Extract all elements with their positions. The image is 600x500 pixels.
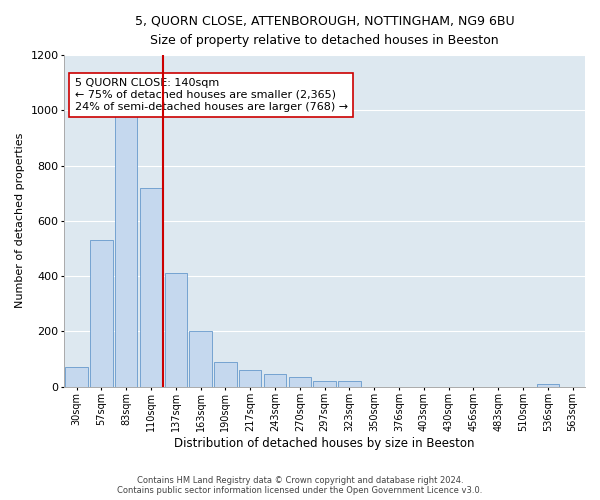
Bar: [338, 381, 361, 386]
Bar: [115, 110, 137, 386]
Bar: [90, 240, 113, 386]
Bar: [190, 332, 212, 386]
Title: 5, QUORN CLOSE, ATTENBOROUGH, NOTTINGHAM, NG9 6BU
Size of property relative to d: 5, QUORN CLOSE, ATTENBOROUGH, NOTTINGHAM…: [135, 15, 514, 47]
Bar: [264, 374, 286, 386]
Bar: [140, 188, 162, 386]
Y-axis label: Number of detached properties: Number of detached properties: [15, 133, 25, 308]
Bar: [536, 384, 559, 386]
Bar: [164, 274, 187, 386]
Bar: [65, 367, 88, 386]
Bar: [239, 370, 262, 386]
Bar: [214, 362, 236, 386]
Bar: [289, 377, 311, 386]
Bar: [313, 381, 336, 386]
Text: Contains HM Land Registry data © Crown copyright and database right 2024.
Contai: Contains HM Land Registry data © Crown c…: [118, 476, 482, 495]
X-axis label: Distribution of detached houses by size in Beeston: Distribution of detached houses by size …: [175, 437, 475, 450]
Text: 5 QUORN CLOSE: 140sqm
← 75% of detached houses are smaller (2,365)
24% of semi-d: 5 QUORN CLOSE: 140sqm ← 75% of detached …: [74, 78, 348, 112]
